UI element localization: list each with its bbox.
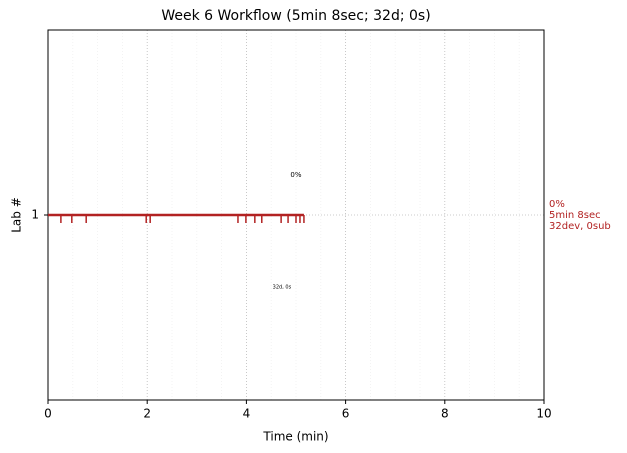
x-tick-label: 0	[44, 407, 52, 421]
y-tick-label: 1	[31, 208, 39, 222]
x-tick-label: 10	[536, 407, 551, 421]
annotation: 32d, 0s	[273, 285, 292, 291]
side-label: 0%	[549, 199, 565, 210]
x-axis-label: Time (min)	[262, 430, 328, 444]
chart-title: Week 6 Workflow (5min 8sec; 32d; 0s)	[161, 8, 430, 24]
x-tick-label: 6	[342, 407, 350, 421]
side-label: 32dev, 0sub	[549, 221, 611, 232]
annotation: 0%	[290, 171, 301, 179]
x-tick-label: 8	[441, 407, 449, 421]
y-axis-label: Lab #	[10, 197, 24, 233]
side-label: 5min 8sec	[549, 210, 601, 221]
x-tick-label: 2	[143, 407, 151, 421]
x-tick-label: 4	[243, 407, 251, 421]
